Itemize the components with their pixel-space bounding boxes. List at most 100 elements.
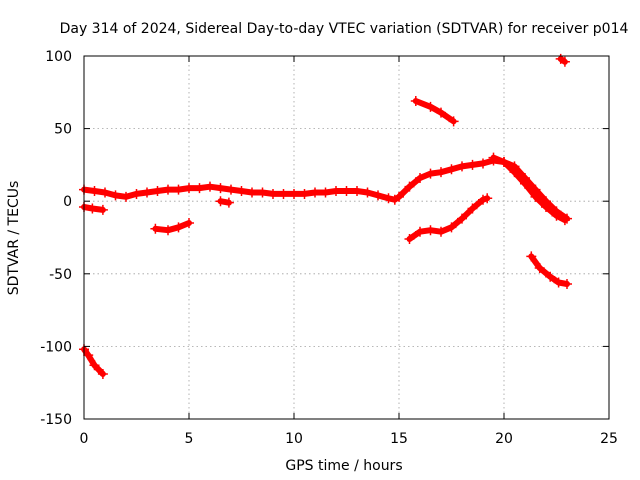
data-point (331, 186, 341, 197)
data-point (404, 181, 415, 192)
data-point (467, 159, 478, 170)
y-tick-label: -50 (49, 267, 72, 283)
data-point (404, 233, 415, 244)
data-point (257, 187, 268, 198)
data-point (415, 226, 425, 237)
x-tick-label: 0 (80, 431, 89, 447)
data-point (415, 172, 425, 183)
y-tick-label: 0 (63, 194, 72, 210)
data-point (410, 96, 421, 107)
data-point (520, 178, 530, 189)
series-s7 (410, 96, 459, 127)
data-point (362, 187, 373, 198)
data-point (541, 202, 551, 213)
data-point (394, 191, 404, 202)
series-band (412, 98, 457, 125)
data-point (205, 181, 215, 192)
series-s6 (404, 193, 493, 244)
x-tick-label: 15 (390, 431, 408, 447)
data-point (100, 187, 110, 198)
data-point (562, 278, 572, 289)
data-point (268, 188, 278, 199)
data-point (446, 222, 457, 233)
series-s1 (79, 155, 572, 224)
data-point (142, 187, 152, 198)
grid-lines (84, 56, 609, 419)
series-s5 (215, 196, 234, 208)
data-point (341, 186, 352, 197)
data-point (352, 186, 362, 197)
data-point (184, 217, 194, 228)
series-band (152, 220, 192, 234)
data-point (299, 188, 310, 199)
data-point (89, 186, 100, 197)
data-point (436, 226, 446, 237)
data-point (478, 194, 488, 205)
data-point (425, 168, 436, 179)
data-point (383, 193, 394, 204)
data-point (425, 225, 436, 236)
y-tick-label: -150 (40, 412, 72, 428)
y-tick-label: 50 (54, 122, 72, 138)
data-point (553, 277, 564, 288)
data-point (173, 184, 184, 195)
y-tick-label: 100 (45, 49, 72, 65)
data-point (509, 167, 520, 178)
data-point (534, 262, 545, 273)
data-point (97, 368, 108, 379)
series-s8 (488, 152, 570, 226)
data-point (551, 210, 562, 221)
data-point (457, 213, 467, 224)
data-point (289, 188, 299, 199)
x-tick-label: 20 (495, 431, 513, 447)
data-point (467, 203, 478, 214)
data-point (526, 251, 537, 262)
data-point (446, 164, 457, 175)
y-tick-label: -100 (40, 339, 72, 355)
series-s9 (526, 251, 572, 289)
data-point (150, 223, 161, 234)
data-point (236, 186, 247, 197)
data-point (173, 222, 184, 233)
axis-ticks (83, 55, 610, 420)
data-point (247, 187, 257, 198)
data-point (320, 187, 331, 198)
data-point (448, 116, 459, 127)
data-point (89, 360, 100, 371)
data-point (163, 225, 173, 236)
data-point (83, 350, 94, 361)
data-point (278, 188, 289, 199)
y-tick-labels: -150 -100 -50 0 50 100 (40, 49, 72, 428)
data-point (373, 190, 383, 201)
data-point (530, 191, 541, 202)
data-point (194, 183, 205, 194)
data-point (121, 191, 131, 202)
series-s4 (150, 217, 194, 236)
data-point (226, 184, 236, 195)
data-point (184, 183, 194, 194)
data-point (425, 101, 436, 112)
data-point (131, 188, 142, 199)
x-tick-label: 10 (285, 431, 303, 447)
x-tick-label: 5 (185, 431, 194, 447)
data-point (559, 215, 570, 226)
data-point (482, 193, 493, 204)
data-point (545, 271, 556, 282)
data-point (310, 187, 320, 198)
data-point (110, 190, 121, 201)
x-axis-label: GPS time / hours (285, 458, 402, 474)
data-point (559, 56, 570, 67)
series-band (81, 346, 106, 377)
data-point (223, 197, 234, 208)
data-point (152, 186, 163, 197)
data-series-layer (79, 53, 572, 379)
data-point (499, 156, 509, 167)
data-point (488, 152, 499, 163)
data-point (478, 158, 488, 169)
data-point (97, 204, 108, 215)
data-point (436, 167, 446, 178)
data-point (436, 107, 446, 118)
data-point (215, 183, 226, 194)
